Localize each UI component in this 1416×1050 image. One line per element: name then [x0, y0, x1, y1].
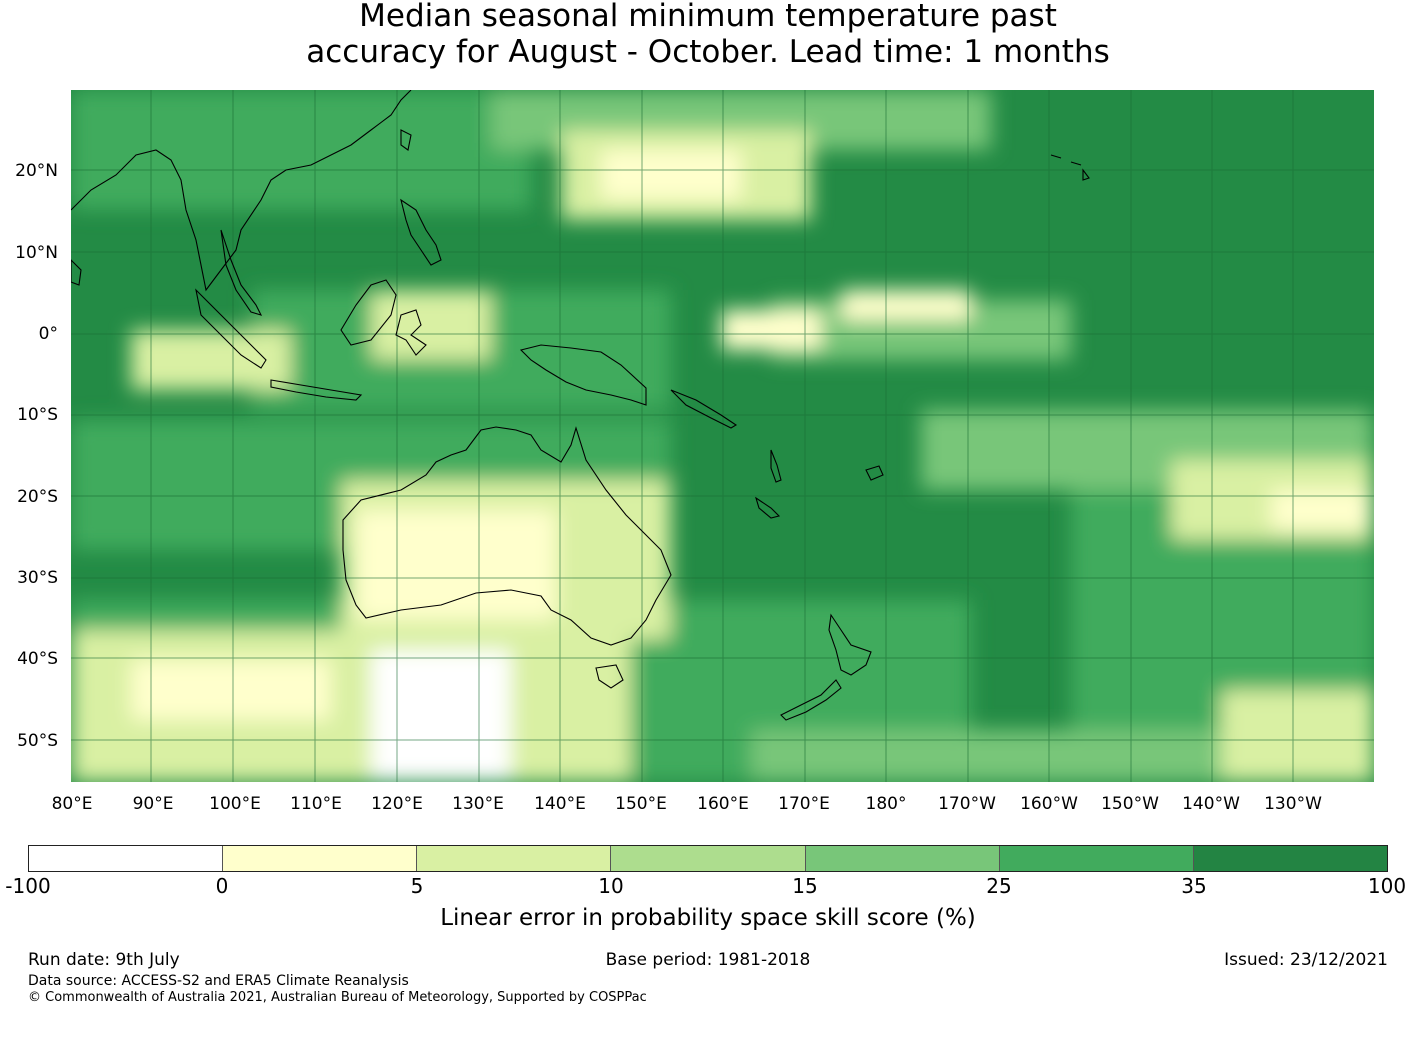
lon-label-170w: 170°W: [938, 794, 996, 814]
fiji-coastline: [865, 465, 884, 481]
colorbar-tick: -100: [5, 874, 51, 898]
lon-label-180: 180°: [865, 794, 907, 814]
colorbar-tick: 0: [215, 874, 229, 898]
lon-label-90e: 90°E: [132, 794, 174, 814]
borneo-coastline: [340, 279, 397, 346]
colorbar-tick: 25: [986, 874, 1012, 898]
lat-label-40s: 40°S: [17, 649, 58, 669]
base-period: Base period: 1981-2018: [605, 950, 811, 970]
lat-label-20s: 20°S: [17, 487, 58, 507]
hawaii-coastline: [1050, 154, 1090, 181]
colorbar-bin-0-5: [223, 846, 418, 871]
sulawesi-coastline: [395, 309, 427, 356]
lon-label-140e: 140°E: [534, 794, 586, 814]
colorbar-label: Linear error in probability space skill …: [440, 905, 976, 931]
lat-label-10s: 10°S: [17, 405, 58, 425]
lat-label-10n: 10°N: [15, 243, 58, 263]
colorbar-tick: 15: [792, 874, 818, 898]
new-zealand-south-coastline: [780, 679, 842, 721]
copyright: © Commonwealth of Australia 2021, Austra…: [28, 990, 647, 1005]
colorbar-bin-neg100-0: [29, 846, 224, 871]
asia-mainland-coastline: [71, 90, 412, 292]
colorbar-bin-5-10: [417, 846, 612, 871]
new-caledonia-coastline: [755, 496, 781, 519]
java-coastline: [270, 379, 363, 401]
colorbar-bin-25-35: [999, 846, 1194, 871]
lon-label-170e: 170°E: [778, 794, 830, 814]
new-zealand-north-coastline: [828, 613, 872, 676]
lat-label-equator: 0°: [38, 324, 58, 344]
lon-label-150w: 150°W: [1101, 794, 1159, 814]
sumatra-coastline: [195, 288, 267, 369]
colorbar-tick: 5: [410, 874, 424, 898]
lat-label-30s: 30°S: [17, 568, 58, 588]
tasmania-coastline: [595, 664, 624, 689]
lon-label-110e: 110°E: [290, 794, 342, 814]
colorbar-bin-35-100: [1193, 846, 1387, 871]
data-source: Data source: ACCESS-S2 and ERA5 Climate …: [28, 973, 409, 989]
sri-lanka-coastline: [71, 259, 82, 286]
vanuatu-coastline: [770, 449, 782, 483]
coastlines: [71, 90, 1090, 721]
run-date: Run date: 9th July: [28, 950, 180, 970]
graticule: [71, 90, 1374, 782]
lat-label-50s: 50°S: [17, 731, 58, 751]
colorbar-tick: 35: [1181, 874, 1207, 898]
colorbar-bin-10-15: [611, 846, 806, 871]
colorbar: [28, 845, 1388, 872]
map-title-line-1: Median seasonal minimum temperature past: [359, 0, 1057, 34]
lon-label-80e: 80°E: [51, 794, 93, 814]
colorbar-tick: 100: [1367, 874, 1407, 898]
lon-label-120e: 120°E: [371, 794, 423, 814]
lon-label-140w: 140°W: [1182, 794, 1240, 814]
lon-label-130w: 130°W: [1264, 794, 1322, 814]
philippines-coastline: [400, 198, 442, 266]
lon-label-150e: 150°E: [615, 794, 667, 814]
lon-label-160e: 160°E: [697, 794, 749, 814]
skill-score-map: [71, 90, 1374, 782]
lon-label-160w: 160°W: [1020, 794, 1078, 814]
lon-label-100e: 100°E: [209, 794, 261, 814]
taiwan-coastline: [400, 129, 412, 151]
colorbar-tick: 10: [598, 874, 624, 898]
lat-label-20n: 20°N: [15, 161, 58, 181]
australia-coastline: [342, 426, 672, 646]
lon-label-130e: 130°E: [452, 794, 504, 814]
solomon-islands-coastline: [670, 389, 738, 429]
new-guinea-coastline: [519, 344, 647, 406]
map-title-line-2: accuracy for August - October. Lead time…: [306, 34, 1110, 70]
issued-date: Issued: 23/12/2021: [1224, 950, 1388, 970]
malay-peninsula-coastline: [220, 229, 263, 316]
colorbar-bin-15-25: [805, 846, 1000, 871]
skill-score-field: [71, 90, 1374, 782]
